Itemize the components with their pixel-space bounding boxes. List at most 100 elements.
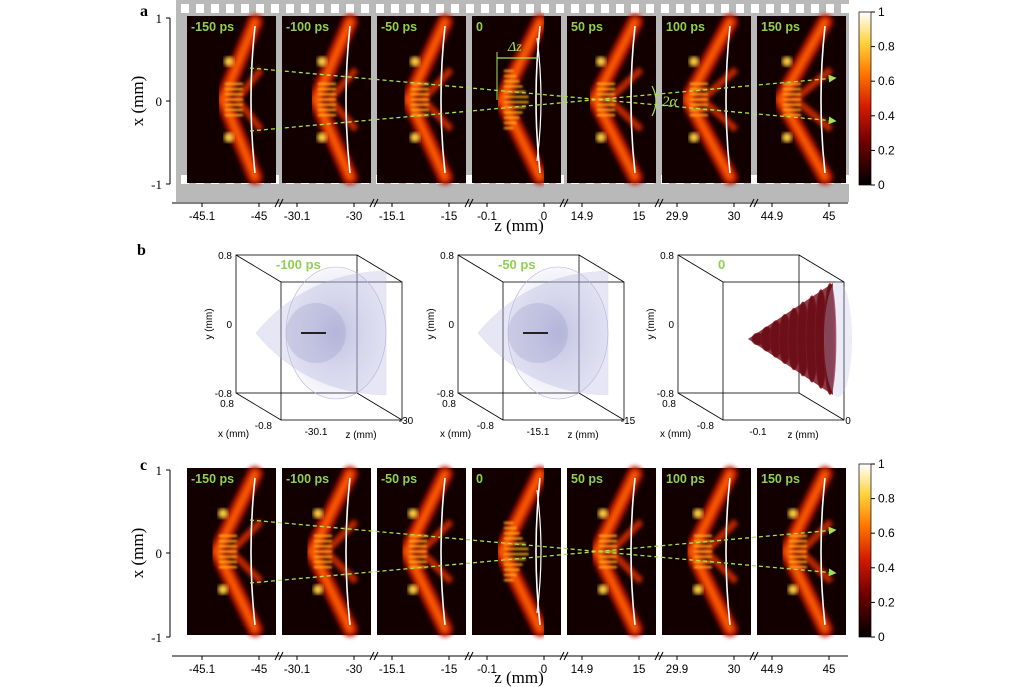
- x-tick: 15: [633, 211, 646, 223]
- frame-time-label: 0: [476, 472, 483, 486]
- panel-a-x-axis: -45.1 -45 -30.1 -30 -15.1 -15 -0.1 0 14.9 15 29.9 3…: [172, 198, 848, 235]
- y-tick: 0: [156, 94, 163, 109]
- volume-2: 00.80-0.8y (mm)0.8-0.8x (mm) -0.10z (mm): [646, 251, 852, 441]
- z-axis-label: z (mm): [345, 430, 376, 441]
- x-tick: -45: [251, 664, 268, 676]
- frame-time-label: -100 ps: [286, 472, 329, 486]
- filmstrip-a: -150 ps -100 ps -50 ps 0 50 ps 100 ps 150 ps Δz…: [176, 0, 849, 202]
- x-tick: -15.1: [379, 211, 405, 223]
- colorbar-tick: 0.2: [878, 595, 895, 609]
- colorbar-tick: 0.8: [878, 40, 895, 54]
- x-tick: -0.8: [697, 421, 715, 432]
- frame-1: -100 ps: [282, 466, 371, 637]
- y-tick: 0: [668, 320, 674, 331]
- colorbar-c: 1 0.8 0.6 0.4 0.2 0: [858, 457, 895, 644]
- colorbar-a: 1 0.8 0.6 0.4 0.2 0: [858, 5, 895, 192]
- z-tick: -30: [399, 416, 414, 427]
- z-tick: -15.1: [527, 427, 550, 438]
- x-tick: -0.1: [477, 664, 497, 676]
- y-axis-label: y (mm): [646, 308, 657, 339]
- x-tick: -0.1: [477, 211, 497, 223]
- colorbar-tick: 1: [878, 457, 885, 471]
- colorbar-tick: 0.4: [878, 561, 895, 575]
- x-tick: 30: [728, 664, 741, 676]
- x-axis-label: z (mm): [494, 216, 544, 235]
- frame-time-label: -150 ps: [191, 472, 234, 486]
- frame-6: 150 ps: [757, 466, 846, 637]
- y-tick: -1: [151, 630, 162, 645]
- y-tick: 0: [156, 546, 163, 561]
- colorbar-tick: 0.8: [878, 492, 895, 506]
- x-tick: 0.8: [662, 399, 676, 410]
- panel-c-y-axis: 1 0 -1 x (mm): [128, 463, 171, 645]
- y-axis-label: x (mm): [128, 528, 147, 579]
- x-tick: 14.9: [571, 211, 593, 223]
- volume-time-label: -50 ps: [498, 257, 536, 272]
- colorbar-tick: 0.6: [878, 526, 895, 540]
- panel-a-label: a: [140, 3, 148, 20]
- x-tick: -15: [441, 211, 458, 223]
- frame-time-label: 0: [476, 20, 483, 34]
- z-tick: 0: [845, 416, 851, 427]
- frame-time-label: -50 ps: [381, 20, 417, 34]
- y-tick: 1: [156, 463, 163, 478]
- frame-5: 100 ps: [662, 466, 751, 637]
- panel-b-label: b: [137, 242, 146, 259]
- x-tick: 0: [541, 664, 547, 676]
- colorbar-tick: 0: [878, 178, 885, 192]
- colorbar-tick: 0.6: [878, 74, 895, 88]
- panel-a-y-axis: 1 0 -1 x (mm): [128, 11, 171, 192]
- frame-5: 100 ps: [662, 14, 751, 185]
- frame-0: -150 ps: [187, 466, 276, 637]
- frame-4: 50 ps: [567, 466, 656, 637]
- frame-time-label: 150 ps: [761, 20, 800, 34]
- y-tick: -0.8: [215, 389, 233, 400]
- x-tick: -45: [251, 211, 268, 223]
- frame-time-label: 50 ps: [571, 20, 603, 34]
- z-axis-label: z (mm): [567, 430, 598, 441]
- volume-time-label: -100 ps: [276, 257, 321, 272]
- x-axis-label: z (mm): [494, 668, 544, 687]
- volume-time-label: 0: [718, 257, 725, 272]
- frame-time-label: -150 ps: [191, 20, 234, 34]
- frame-6: 150 ps: [757, 14, 846, 185]
- x-tick: -0.8: [477, 421, 495, 432]
- frame-0: -150 ps: [187, 14, 276, 185]
- x-tick: -15: [441, 664, 458, 676]
- x-tick: -45.1: [189, 211, 215, 223]
- y-tick: 0: [226, 320, 232, 331]
- colorbar-tick: 0: [878, 630, 885, 644]
- y-tick: 1: [156, 11, 163, 26]
- colorbar-tick: 0.4: [878, 109, 895, 123]
- delta-z-label: Δz: [507, 40, 522, 55]
- y-axis-label: x (mm): [128, 76, 147, 127]
- x-tick: 44.9: [761, 211, 783, 223]
- volume-0: -100 ps0.80-0.8y (mm)0.8-0.8x (mm) -30.1-…: [204, 251, 414, 441]
- frame-time-label: 50 ps: [571, 472, 603, 486]
- y-tick: 0.8: [660, 251, 674, 262]
- colorbar-tick: 0.2: [878, 143, 895, 157]
- panel-c-x-axis: -45.1 -45 -30.1 -30 -15.1 -15 -0.1 0 14.9 15 29.9 3…: [172, 651, 848, 687]
- frame-time-label: 150 ps: [761, 472, 800, 486]
- frame-time-label: -100 ps: [286, 20, 329, 34]
- y-tick: -1: [151, 177, 162, 192]
- frame-time-label: -50 ps: [381, 472, 417, 486]
- frame-time-label: 100 ps: [666, 20, 705, 34]
- y-tick: -0.8: [657, 389, 675, 400]
- frame-2: -50 ps: [377, 466, 466, 637]
- annotations: Δz 2α: [496, 40, 679, 117]
- x-tick: 29.9: [666, 211, 688, 223]
- x-tick: 0: [541, 211, 547, 223]
- x-tick: 29.9: [666, 664, 688, 676]
- panel-b-volumes: -100 ps0.80-0.8y (mm)0.8-0.8x (mm) -30.1-…: [204, 251, 852, 441]
- x-tick: -15.1: [379, 664, 405, 676]
- x-tick: 0.8: [220, 399, 234, 410]
- x-tick: 0.8: [442, 399, 456, 410]
- z-axis-label: z (mm): [787, 430, 818, 441]
- x-axis-label: x (mm): [440, 429, 471, 440]
- x-tick: -30.1: [284, 211, 310, 223]
- y-axis-label: y (mm): [426, 308, 437, 339]
- frame-3: 0: [472, 14, 561, 185]
- frame-time-label: 100 ps: [666, 472, 705, 486]
